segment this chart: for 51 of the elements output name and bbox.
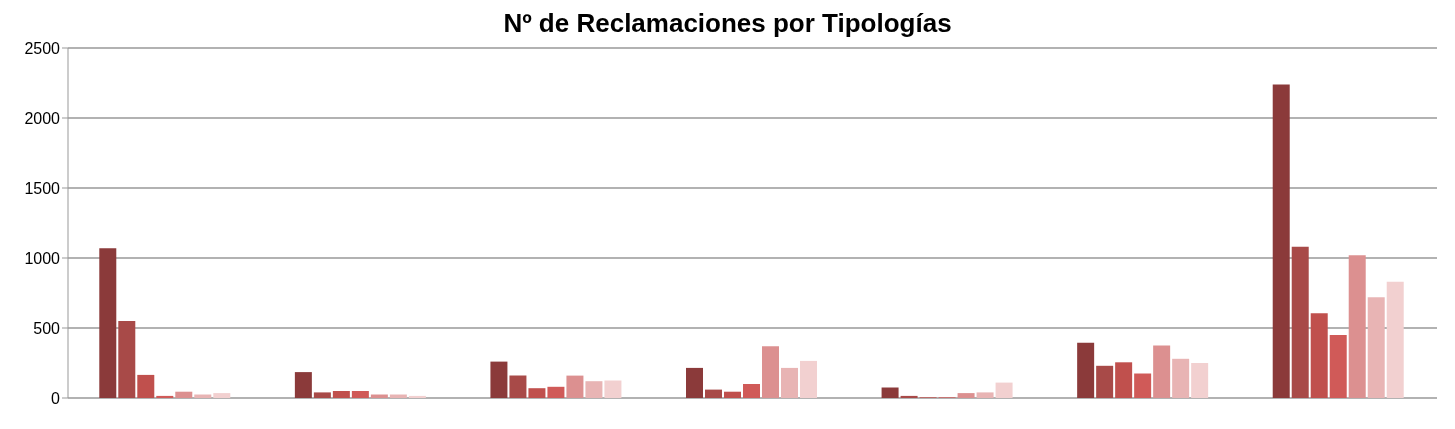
bar <box>705 389 723 398</box>
bar <box>408 395 426 398</box>
bar <box>118 321 136 398</box>
bar <box>1386 281 1404 398</box>
bar <box>566 375 584 398</box>
bar <box>332 391 350 398</box>
bar <box>604 380 622 398</box>
bar <box>313 392 331 398</box>
bar <box>175 391 193 398</box>
bar <box>99 248 117 398</box>
bar <box>213 393 231 398</box>
y-tick-label: 500 <box>33 319 61 337</box>
bar <box>1172 358 1190 398</box>
bar <box>547 386 565 398</box>
bar <box>995 382 1013 398</box>
bar <box>1310 313 1328 398</box>
bar <box>686 367 704 398</box>
bar <box>294 372 312 398</box>
bar <box>156 395 174 398</box>
y-tick-label: 0 <box>51 389 61 407</box>
bar <box>881 387 899 398</box>
y-tick-label: 1500 <box>24 179 61 197</box>
bar <box>1367 297 1385 398</box>
bar <box>1272 84 1290 398</box>
bar <box>528 388 546 398</box>
bar <box>781 367 799 398</box>
bar <box>1153 345 1171 398</box>
bar <box>900 395 918 398</box>
bar <box>351 391 369 398</box>
chart-title: Nº de Reclamaciones por Tipologías <box>502 8 953 38</box>
bar <box>800 360 818 398</box>
bar <box>976 392 994 398</box>
y-tick-label: 1000 <box>24 249 61 267</box>
bar <box>1115 362 1133 398</box>
bar <box>1096 365 1114 398</box>
bar <box>1134 373 1152 398</box>
bar <box>585 381 603 398</box>
bar <box>1348 255 1366 398</box>
bar <box>957 393 975 398</box>
bar <box>1329 335 1347 398</box>
bar <box>762 346 780 398</box>
bar <box>724 391 742 398</box>
bar <box>509 375 527 398</box>
bar <box>490 361 508 398</box>
bar <box>137 374 155 398</box>
y-tick-label: 2000 <box>24 109 61 127</box>
bar <box>1191 363 1209 398</box>
bar <box>743 384 761 398</box>
bar <box>1077 342 1095 398</box>
bar <box>1291 246 1309 398</box>
y-tick-label: 2500 <box>24 39 61 57</box>
